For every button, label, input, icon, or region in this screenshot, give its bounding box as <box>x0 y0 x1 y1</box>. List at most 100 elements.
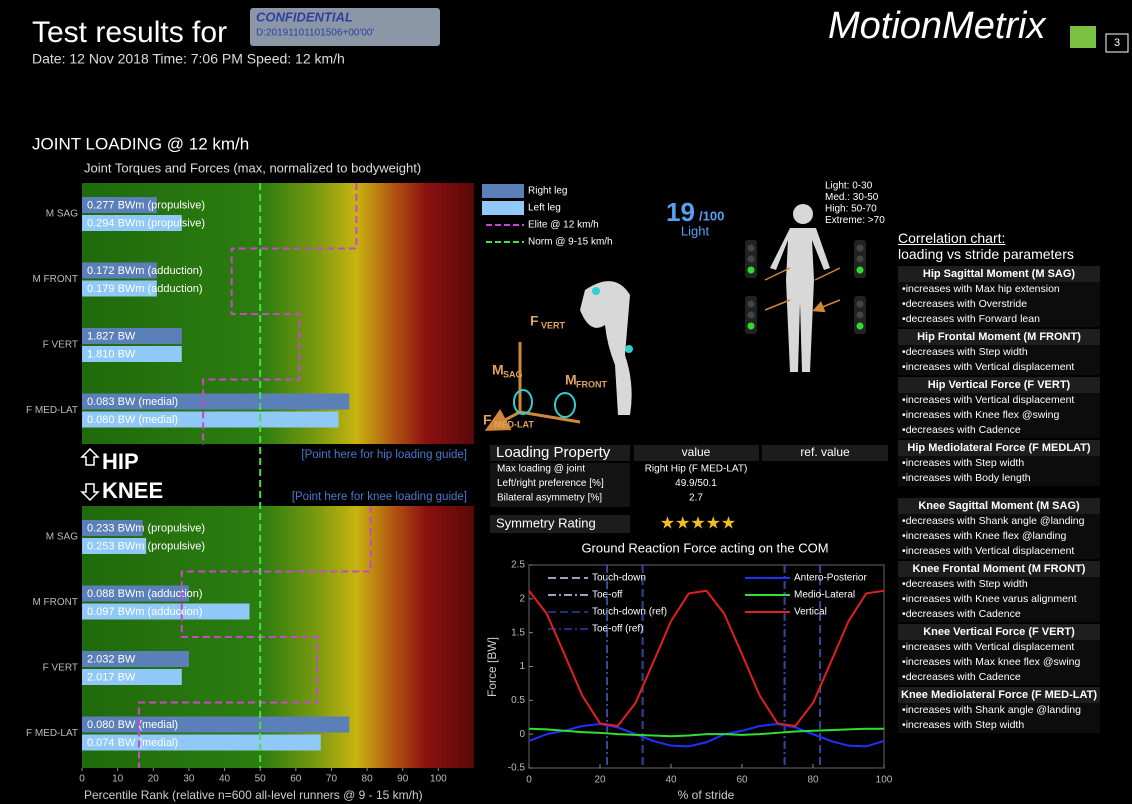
section-item: increases with Body length <box>898 471 1100 486</box>
legend-label: Vertical <box>794 607 827 618</box>
table-header: value <box>682 445 711 459</box>
series-line <box>529 729 884 736</box>
symmetry-stars: ★★★★★ <box>660 513 736 532</box>
legend-label: Left leg <box>528 203 561 214</box>
legend-label: Antero-Posterior <box>794 573 867 584</box>
table-cell: 2.7 <box>689 493 703 504</box>
legend-label: Elite @ 12 km/h <box>528 220 599 231</box>
x-tick-label: 80 <box>362 774 374 785</box>
bar-label: 0.233 BWm (propulsive) <box>87 522 205 534</box>
body-figure <box>770 204 830 372</box>
section-item: increases with Knee flex @landing <box>898 529 1100 544</box>
section-heading: Knee Mediolateral Force (F MED-LAT) <box>898 687 1100 703</box>
row-label: F VERT <box>43 663 78 674</box>
section-item: decreases with Cadence <box>898 607 1100 622</box>
force-label-sub: FRONT <box>576 379 607 389</box>
bar-label: 2.032 BW <box>87 653 136 665</box>
x-tick-label: 0 <box>79 774 85 785</box>
row-label: M FRONT <box>32 597 78 608</box>
score-scale: Med.: 30-50 <box>825 192 879 203</box>
guide-link[interactable]: [Point here for knee loading guide] <box>292 491 467 503</box>
y-tick-label: 1.5 <box>511 627 525 638</box>
bar-label: 0.074 BW (medial) <box>87 737 178 749</box>
correlation-section: Knee Frontal Moment (M FRONT)decreases w… <box>898 561 1100 622</box>
force-label: M <box>492 362 504 378</box>
logo-mark <box>1070 26 1096 48</box>
section-item: decreases with Shank angle @landing <box>898 514 1100 529</box>
section-item: increases with Max hip extension <box>898 282 1100 297</box>
document-id: D:20191101101506+00'00' <box>256 28 374 39</box>
correlation-section: Hip Sagittal Moment (M SAG)increases wit… <box>898 266 1100 327</box>
section-heading: Hip Frontal Moment (M FRONT) <box>898 329 1100 345</box>
table-header: ref. value <box>800 445 850 459</box>
correlation-section: Knee Sagittal Moment (M SAG)decreases wi… <box>898 498 1100 559</box>
force-label: F <box>530 313 539 329</box>
table-cell: Max loading @ joint <box>497 464 585 475</box>
x-tick-label: 50 <box>255 774 267 785</box>
table-cell: Left/right preference [%] <box>497 478 604 489</box>
x-tick-label: 70 <box>326 774 338 785</box>
bar-label: 2.017 BW <box>87 671 136 683</box>
joint-name: HIP <box>102 449 139 474</box>
score-scale: High: 50-70 <box>825 204 877 215</box>
y-tick-label: 2.5 <box>511 560 525 571</box>
section-heading: Hip Mediolateral Force (F MEDLAT) <box>898 440 1100 456</box>
bar-label: 0.294 BWm (propulsive) <box>87 217 205 229</box>
bar-label: 0.253 BWm (propulsive) <box>87 540 205 552</box>
score-max: /100 <box>699 208 724 223</box>
y-tick-label: 1 <box>519 661 525 672</box>
legend-label: Touch-down <box>592 573 646 584</box>
guide-link[interactable]: [Point here for hip loading guide] <box>301 449 467 461</box>
section-title: JOINT LOADING @ 12 km/h <box>32 134 249 153</box>
force-label-sub: SAG <box>503 369 523 379</box>
y-tick-label: 0 <box>519 729 525 740</box>
legend-swatch <box>482 184 524 198</box>
x-tick-label: 10 <box>112 774 124 785</box>
section-item: increases with Step width <box>898 718 1100 733</box>
section-item: increases with Step width <box>898 456 1100 471</box>
grf-y-label: Force [BW] <box>485 637 499 697</box>
correlation-panel: Correlation chart: loading vs stride par… <box>898 230 1100 735</box>
correlation-section: Knee Mediolateral Force (F MED-LAT) incre… <box>898 687 1100 733</box>
y-tick-label: -0.5 <box>508 763 526 774</box>
table-header: Loading Property <box>496 444 611 461</box>
section-item: increases with Vertical displacement <box>898 393 1100 408</box>
x-tick-label: 100 <box>876 775 893 786</box>
bar-label: 0.172 BWm (adduction) <box>87 265 203 277</box>
correlation-section: Hip Frontal Moment (M FRONT)decreases wi… <box>898 329 1100 375</box>
section-item: decreases with Cadence <box>898 423 1100 438</box>
x-tick-label: 0 <box>526 775 532 786</box>
legend-label: Touch-down (ref) <box>592 607 667 618</box>
row-label: F VERT <box>43 340 78 351</box>
x-tick-label: 20 <box>148 774 160 785</box>
force-label-sub: VERT <box>541 320 566 330</box>
chart-title: Joint Torques and Forces (max, normalize… <box>84 160 421 175</box>
section-item: increases with Knee flex @swing <box>898 408 1100 423</box>
joint-name: KNEE <box>102 478 163 503</box>
title: Test results for <box>32 16 227 49</box>
section-heading: Knee Sagittal Moment (M SAG) <box>898 498 1100 514</box>
bar-label: 1.827 BW <box>87 330 136 342</box>
section-item: decreases with Overstride <box>898 297 1100 312</box>
section-item: increases with Vertical displacement <box>898 640 1100 655</box>
x-tick-label: 60 <box>736 775 748 786</box>
series-line <box>529 591 884 726</box>
force-label: F <box>483 412 492 428</box>
x-tick-label: 90 <box>397 774 409 785</box>
x-tick-label: 60 <box>290 774 302 785</box>
y-tick-label: 0.5 <box>511 695 525 706</box>
section-item: increases with Vertical displacement <box>898 544 1100 559</box>
grf-title: Ground Reaction Force acting on the COM <box>581 540 828 555</box>
section-item: increases with Knee varus alignment <box>898 592 1100 607</box>
symmetry-label: Symmetry Rating <box>496 515 596 530</box>
section-item: decreases with Step width <box>898 577 1100 592</box>
section-item: decreases with Cadence <box>898 670 1100 685</box>
legend-label: Medio-Lateral <box>794 590 855 601</box>
row-label: M FRONT <box>32 274 78 285</box>
score-level: Light <box>681 223 710 238</box>
confidential: CONFIDENTIAL <box>256 9 353 24</box>
x-tick-label: 100 <box>430 774 447 785</box>
section-item: increases with Vertical displacement <box>898 360 1100 375</box>
grf-x-label: % of stride <box>678 788 735 802</box>
x-axis-label: Percentile Rank (relative n=600 all-leve… <box>84 788 423 802</box>
